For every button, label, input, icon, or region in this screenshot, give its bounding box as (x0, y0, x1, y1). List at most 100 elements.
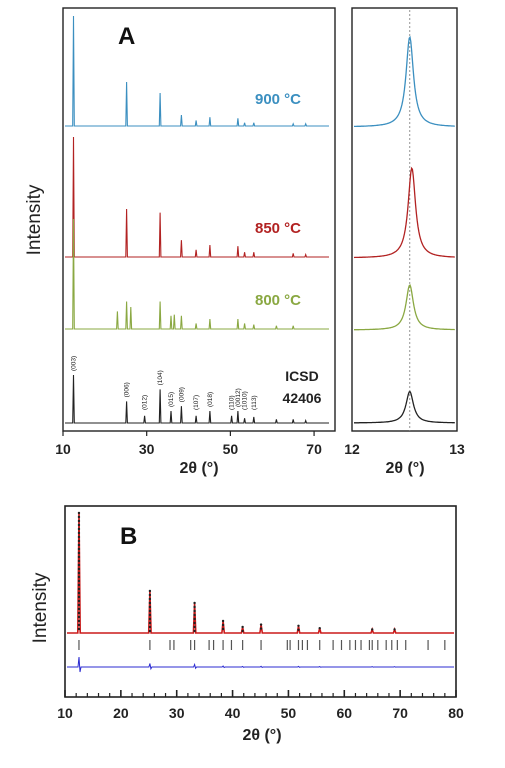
observed-point (393, 628, 396, 631)
hkl-label: (009) (178, 387, 185, 402)
x-tick-label: 70 (392, 705, 408, 721)
panel-a-hkl-labels: (003) (006) (012) (104) (015) (009) (107) (018)… (70, 356, 257, 410)
observed-point (77, 619, 81, 623)
observed-point (193, 621, 196, 625)
hkl-label: (104) (157, 370, 164, 385)
panel-a-x-ticks: 10 30 50 70 (55, 431, 322, 457)
observed-point (148, 601, 152, 605)
series-label-0: 900 °C (255, 91, 301, 108)
panel-b-traces (67, 511, 454, 673)
inset-series-line-1 (353, 166, 455, 259)
observed-point (221, 627, 225, 631)
hkl-label: (006) (124, 382, 131, 397)
observed-point (371, 628, 374, 631)
observed-point (77, 571, 81, 575)
inset-xlabel: 2θ (°) (385, 460, 424, 477)
observed-point (77, 539, 81, 543)
icsd-number: 42406 (283, 390, 322, 406)
observed-point (77, 523, 81, 527)
panel-a-xlabel: 2θ (°) (179, 460, 218, 477)
observed-point (77, 567, 81, 571)
panel-b: B 10 20 30 40 50 60 70 80 2θ (°) Intensity (30, 505, 464, 744)
observed-point (193, 601, 196, 605)
observed-point (77, 547, 81, 551)
observed-point (77, 599, 81, 603)
observed-point (77, 555, 81, 559)
observed-point (148, 625, 152, 629)
hkl-label: (113) (251, 395, 258, 410)
panel-a-traces: 900 °C 850 °C 800 °C (65, 15, 329, 424)
panel-b-frame (64, 505, 457, 698)
observed-point (77, 515, 81, 519)
x-tick-label: 60 (336, 705, 352, 721)
panel-b-label: B (120, 523, 137, 550)
observed-point (77, 551, 81, 555)
observed-point (221, 619, 225, 623)
x-tick-label: 30 (139, 441, 155, 457)
x-tick-label: 50 (281, 705, 297, 721)
observed-point (77, 611, 81, 615)
x-tick-label: 80 (448, 705, 464, 721)
observed-point (77, 531, 81, 535)
panel-b-x-ticks: 10 20 30 40 50 60 70 80 (57, 690, 464, 721)
observed-point (193, 625, 196, 629)
observed-point (77, 535, 81, 539)
series-line-1 (65, 136, 329, 258)
observed-point (148, 617, 152, 621)
observed-point (77, 615, 81, 619)
hkl-label: (107) (193, 395, 200, 410)
observed-point (77, 603, 81, 607)
observed-point (193, 613, 196, 617)
series-label-2: 800 °C (255, 292, 301, 309)
observed-point (259, 627, 263, 630)
panel-a-label: A (118, 23, 135, 50)
observed-point (297, 624, 300, 627)
observed-point (318, 627, 321, 630)
x-tick-label: 10 (57, 705, 73, 721)
x-tick-label: 50 (223, 441, 239, 457)
series-line-0 (65, 15, 329, 127)
inset-traces (353, 35, 455, 424)
observed-point (193, 605, 196, 609)
inset-series-line-0 (354, 35, 455, 128)
observed-point (193, 609, 196, 613)
series-line-2 (65, 218, 329, 330)
inset-tick-label: 13 (449, 441, 465, 457)
observed-point (77, 587, 81, 591)
observed-point (77, 543, 81, 547)
x-tick-label: 40 (225, 705, 241, 721)
hkl-label: (003) (70, 356, 77, 371)
observed-point (148, 593, 152, 597)
observed-point (77, 563, 81, 567)
observed-point (148, 597, 152, 601)
observed-point (148, 609, 152, 613)
observed-point (297, 628, 300, 631)
hkl-label: (018) (207, 392, 214, 407)
inset-series-line-3 (354, 390, 455, 424)
inset-series-line-2 (354, 284, 455, 331)
observed-point (77, 607, 81, 611)
series-line-3 (65, 374, 329, 424)
inset-x-ticks: 12 13 (344, 441, 465, 457)
observed-point (148, 589, 152, 593)
panel-a-ylabel: Intensity (24, 184, 45, 255)
observed-point (77, 559, 81, 563)
panel-a-inset-frame (351, 7, 458, 432)
observed-point (77, 579, 81, 583)
hkl-label: (1010) (242, 391, 249, 410)
icsd-label: ICSD (285, 368, 318, 384)
hkl-label: (0012) (235, 388, 242, 407)
observed-point (193, 617, 196, 621)
observed-point (77, 519, 81, 523)
hkl-label: (110) (229, 395, 236, 410)
series-label-1: 850 °C (255, 220, 301, 237)
x-tick-label: 20 (113, 705, 129, 721)
observed-point (193, 629, 196, 633)
panel-a-frame (62, 7, 336, 432)
x-tick-label: 10 (55, 441, 71, 457)
hkl-label: (015) (168, 392, 175, 407)
observed-point (148, 613, 152, 617)
panel-b-xlabel: 2θ (°) (242, 727, 281, 744)
difference-curve (67, 656, 454, 673)
